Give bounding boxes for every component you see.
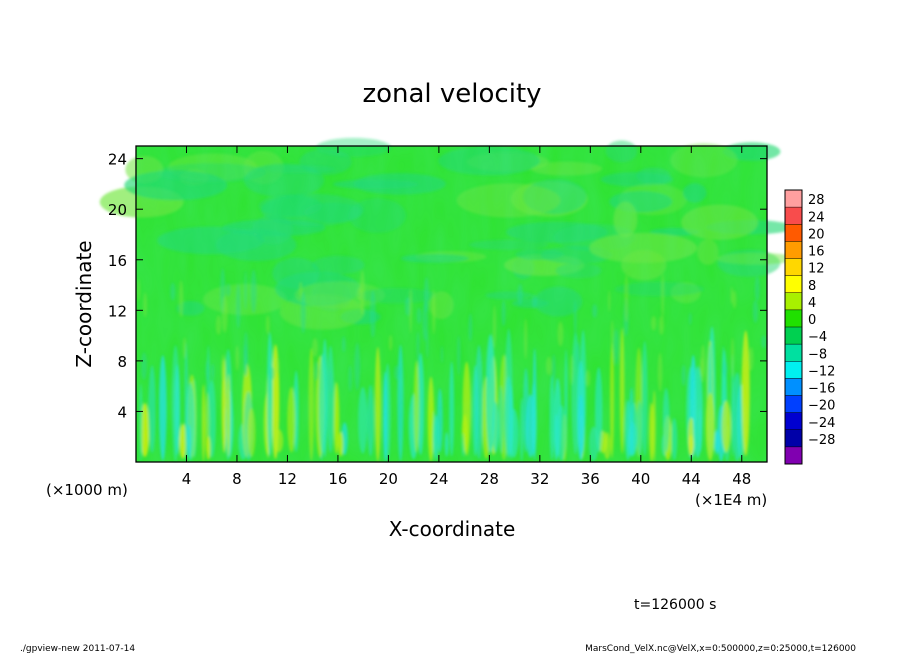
colorbar-label: 12 — [808, 262, 825, 277]
colorbar-label: 16 — [808, 245, 825, 260]
colorbar-label: 20 — [808, 227, 825, 242]
x-axis-label: X-coordinate — [389, 517, 516, 541]
footer-right: MarsCond_VelX.nc@VelX,x=0:500000,z=0:250… — [585, 644, 856, 654]
x-tick-label: 24 — [429, 470, 448, 488]
colorbar-label: −8 — [808, 347, 827, 362]
colorbar-label: −4 — [808, 330, 827, 345]
y-axis-label: Z-coordinate — [72, 240, 96, 367]
colorbar-swatch — [785, 224, 802, 242]
colorbar-swatch — [785, 361, 802, 379]
colorbar-label: −16 — [808, 382, 835, 397]
x-axis: 4 8 12 16 20 24 28 32 36 40 44 48 — [182, 146, 751, 488]
x-tick-label: 4 — [182, 470, 192, 488]
x-tick-label: 20 — [379, 470, 398, 488]
colorbar-swatch — [785, 275, 802, 294]
x-tick-label: 12 — [278, 470, 297, 488]
time-label: t=126000 s — [634, 597, 716, 613]
colorbar-label: −24 — [808, 416, 835, 431]
x-tick-label: 48 — [732, 470, 751, 488]
colorbar-label: −12 — [808, 364, 835, 379]
colorbar-swatch — [785, 395, 802, 414]
x-tick-label: 32 — [530, 470, 549, 488]
colorbar-swatch — [785, 378, 802, 396]
y-tick-label: 4 — [117, 403, 127, 421]
y-tick-label: 8 — [117, 353, 127, 371]
colorbar-swatch — [785, 207, 802, 225]
y-axis: 4 8 12 16 20 24 — [108, 151, 767, 421]
x-tick-label: 40 — [631, 470, 650, 488]
y-tick-label: 16 — [108, 252, 127, 270]
plot-frame — [135, 145, 768, 463]
colorbar-swatch — [785, 412, 802, 431]
colorbar-label: 4 — [808, 296, 816, 311]
x-tick-label: 36 — [581, 470, 600, 488]
chart-title: zonal velocity — [362, 79, 541, 109]
colorbar-label: 24 — [808, 210, 825, 225]
colorbar-swatch — [785, 292, 802, 311]
x-tick-label: 16 — [328, 470, 347, 488]
y-tick-label: 20 — [108, 201, 127, 219]
colorbar-swatch — [785, 429, 802, 448]
y-tick-label: 24 — [108, 151, 127, 169]
colorbar-swatch — [785, 309, 802, 328]
x-unit-left: (×1000 m) — [46, 481, 128, 499]
colorbar-swatch — [785, 190, 802, 208]
colorbar-label: 28 — [808, 193, 825, 208]
x-unit-right: (×1E4 m) — [695, 491, 767, 509]
colorbar-label: 0 — [808, 313, 816, 328]
x-tick-label: 44 — [682, 470, 701, 488]
x-tick-label: 8 — [232, 470, 242, 488]
colorbar-swatch — [785, 446, 802, 465]
plot-texture — [136, 146, 767, 462]
colorbar-label: 8 — [808, 279, 816, 294]
x-tick-label: 28 — [480, 470, 499, 488]
plot-area — [99, 137, 797, 463]
colorbar: 28 24 20 16 12 8 4 0 −4 −8 −12 −16 −20 −24 −28 — [784, 189, 835, 465]
y-tick-label: 12 — [108, 302, 127, 320]
colorbar-swatch — [785, 241, 802, 259]
colorbar-swatch — [785, 344, 802, 362]
colorbar-label: −28 — [808, 433, 835, 448]
colorbar-label: −20 — [808, 399, 835, 414]
colorbar-swatch — [785, 258, 802, 277]
footer-left: ./gpview-new 2011-07-14 — [20, 644, 135, 654]
colorbar-swatch — [785, 327, 802, 345]
